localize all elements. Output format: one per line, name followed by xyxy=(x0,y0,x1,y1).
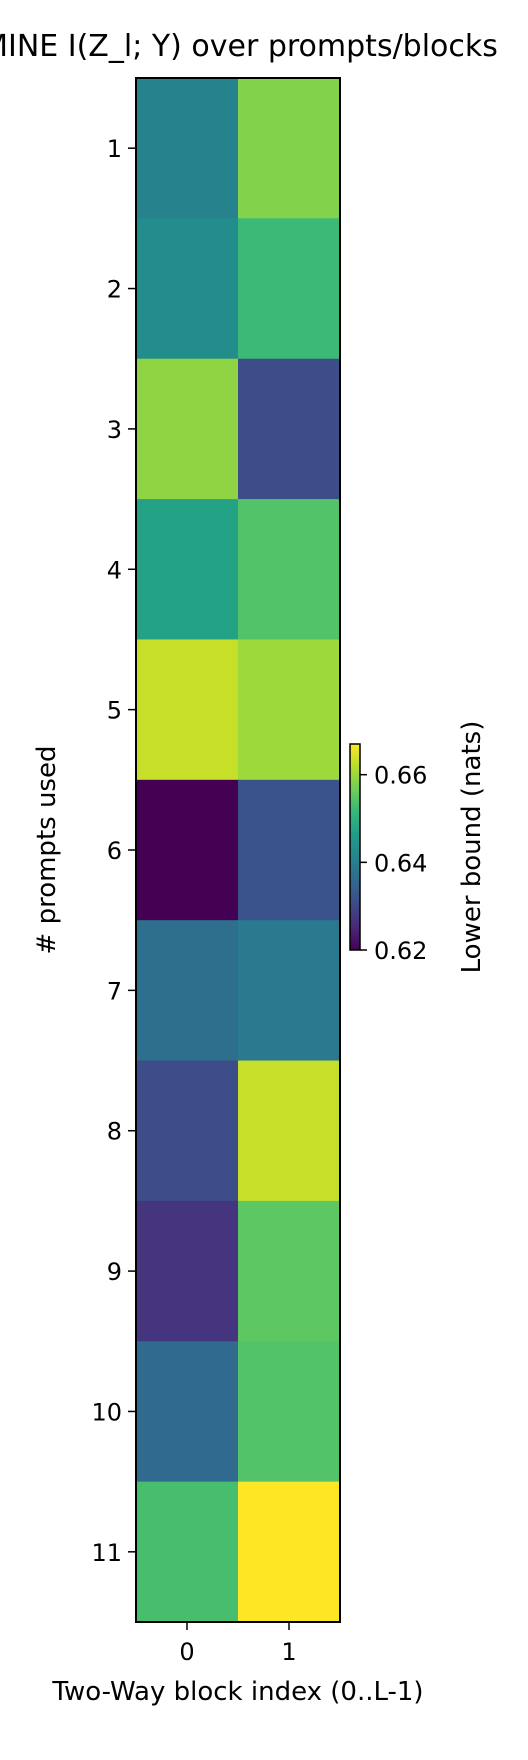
heatmap-cell xyxy=(238,1200,341,1342)
y-tick-label: 6 xyxy=(107,837,122,865)
y-axis-label: # prompts used xyxy=(32,746,62,955)
y-tick-label: 3 xyxy=(107,416,122,444)
heatmap-cells xyxy=(136,78,341,1623)
y-tick-label: 11 xyxy=(91,1539,122,1567)
colorbar-tick-label: 0.62 xyxy=(374,937,427,965)
heatmap-cell xyxy=(136,218,239,360)
heatmap-cell xyxy=(136,920,239,1062)
heatmap-cell xyxy=(238,920,341,1062)
colorbar-tick-label: 0.64 xyxy=(374,849,427,877)
heatmap-cell xyxy=(238,218,341,360)
y-tick-label: 9 xyxy=(107,1258,122,1286)
colorbar xyxy=(349,743,361,951)
chart-title: MINE I(Z_l; Y) over prompts/blocks xyxy=(0,29,498,64)
y-tick-label: 2 xyxy=(107,276,122,304)
heatmap-cell xyxy=(238,78,341,219)
x-tick-label: 1 xyxy=(281,1638,296,1666)
y-tick-label: 4 xyxy=(107,556,122,584)
heatmap-cell xyxy=(238,499,341,640)
x-tick-label: 0 xyxy=(179,1638,194,1666)
heatmap-cell xyxy=(136,1481,239,1623)
colorbar-tick-label: 0.66 xyxy=(374,762,427,790)
y-tick-label: 5 xyxy=(107,697,122,725)
y-tick-label: 8 xyxy=(107,1118,122,1146)
heatmap-cell xyxy=(136,1341,239,1483)
heatmap-cell xyxy=(136,78,239,219)
heatmap-cell xyxy=(136,1200,239,1342)
heatmap-cell xyxy=(238,1481,341,1623)
heatmap-cell xyxy=(238,1341,341,1483)
colorbar-label: Lower bound (nats) xyxy=(457,721,487,974)
heatmap-cell xyxy=(136,779,239,921)
heatmap-cell xyxy=(238,1060,341,1202)
y-tick-label: 10 xyxy=(91,1398,122,1426)
y-axis-ticks: 1 2 3 4 5 6 7 8 9 10 11 xyxy=(91,135,136,1567)
heatmap-cell xyxy=(136,1060,239,1202)
y-tick-label: 1 xyxy=(107,135,122,163)
heatmap-cell xyxy=(238,779,341,921)
heatmap-cell xyxy=(238,358,341,500)
y-tick-label: 7 xyxy=(107,977,122,1005)
colorbar-ticks: 0.62 0.64 0.66 xyxy=(360,762,427,965)
heatmap-cell xyxy=(136,499,239,640)
heatmap-cell xyxy=(136,358,239,500)
heatmap-cell xyxy=(136,639,239,781)
x-axis-label: Two-Way block index (0..L-1) xyxy=(51,1677,423,1707)
heatmap-cell xyxy=(238,639,341,781)
